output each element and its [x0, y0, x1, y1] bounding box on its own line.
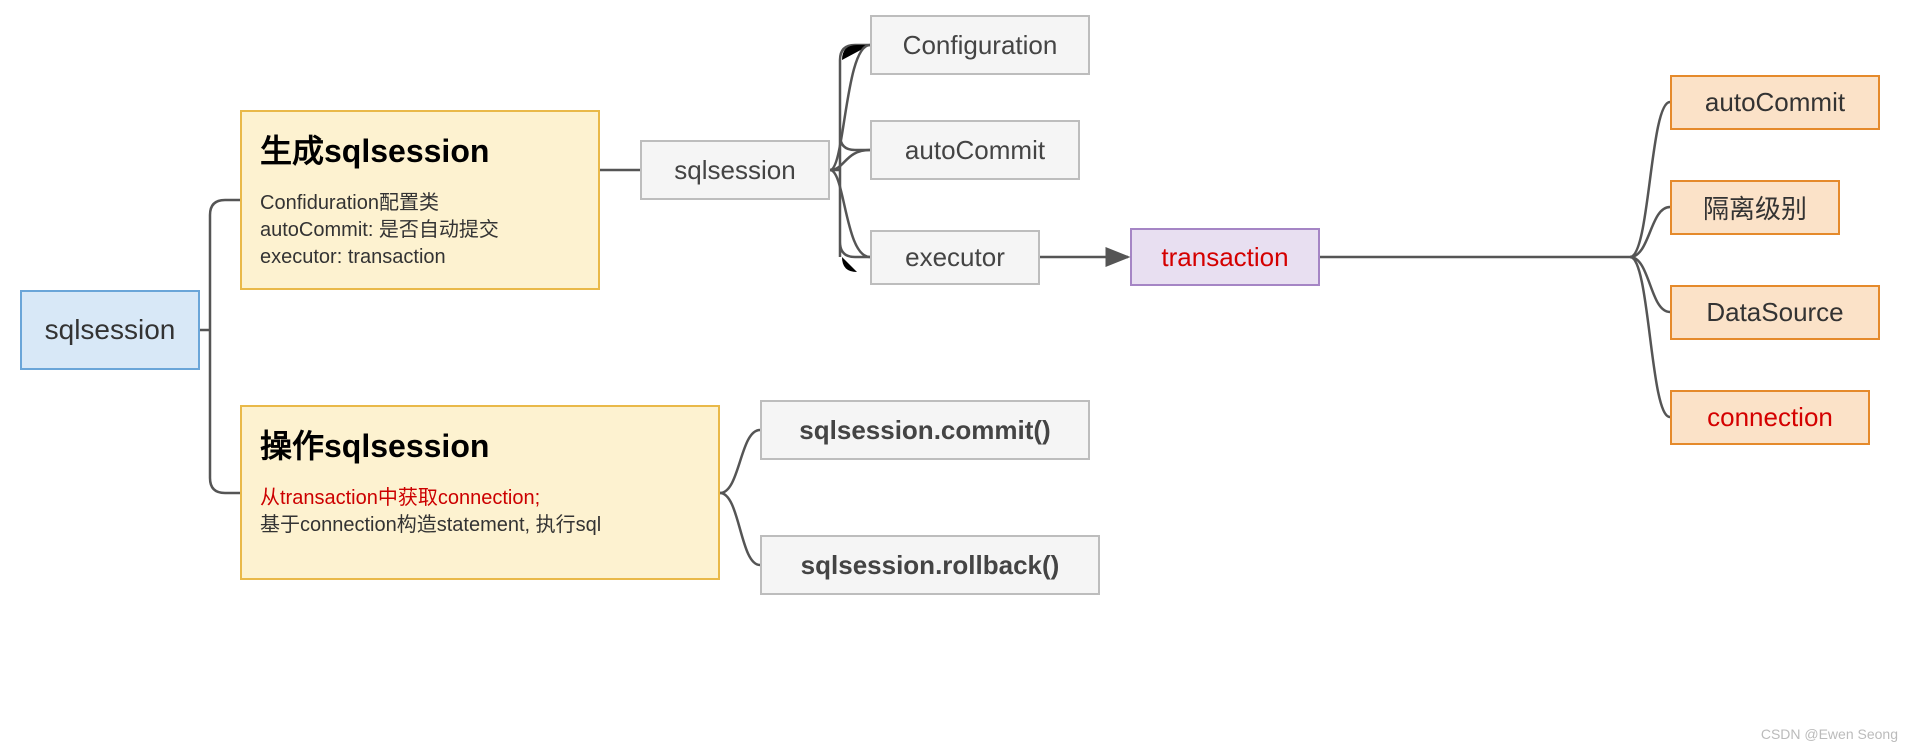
gen-title: 生成sqlsession — [260, 126, 489, 172]
isolation-node: 隔离级别 — [1670, 180, 1840, 235]
gen-detail-0: Confiduration配置类 — [260, 190, 439, 217]
gen-detail-2: executor: transaction — [260, 244, 446, 271]
sqlsession-node: sqlsession — [640, 140, 830, 200]
op-title: 操作sqlsession — [260, 421, 489, 467]
root-label: sqlsession — [45, 314, 176, 346]
configuration-node: Configuration — [870, 15, 1090, 75]
datasource-label: DataSource — [1706, 297, 1843, 328]
transaction-node: transaction — [1130, 228, 1320, 286]
connection-node: connection — [1670, 390, 1870, 445]
commit-node: sqlsession.commit() — [760, 400, 1090, 460]
autocommit2-node: autoCommit — [1670, 75, 1880, 130]
gen-detail-1: autoCommit: 是否自动提交 — [260, 217, 499, 244]
executor-label: executor — [905, 242, 1005, 273]
connection-label: connection — [1707, 402, 1833, 433]
configuration-label: Configuration — [903, 30, 1058, 61]
watermark: CSDN @Ewen Seong — [1761, 726, 1898, 742]
autocommit-label: autoCommit — [905, 135, 1045, 166]
isolation-label: 隔离级别 — [1703, 189, 1807, 226]
autocommit2-label: autoCommit — [1705, 87, 1845, 118]
op-detail-1: 基于connection构造statement, 执行sql — [260, 512, 601, 539]
transaction-label: transaction — [1161, 242, 1288, 273]
rollback-node: sqlsession.rollback() — [760, 535, 1100, 595]
generate-sqlsession-node: 生成sqlsession Confiduration配置类 autoCommit… — [240, 110, 600, 290]
op-detail-0: 从transaction中获取connection; — [260, 485, 540, 512]
executor-node: executor — [870, 230, 1040, 285]
operate-sqlsession-node: 操作sqlsession 从transaction中获取connection; … — [240, 405, 720, 580]
datasource-node: DataSource — [1670, 285, 1880, 340]
root-node: sqlsession — [20, 290, 200, 370]
rollback-label: sqlsession.rollback() — [801, 550, 1060, 581]
sqlsession-label: sqlsession — [674, 155, 795, 186]
autocommit-node: autoCommit — [870, 120, 1080, 180]
commit-label: sqlsession.commit() — [799, 415, 1050, 446]
